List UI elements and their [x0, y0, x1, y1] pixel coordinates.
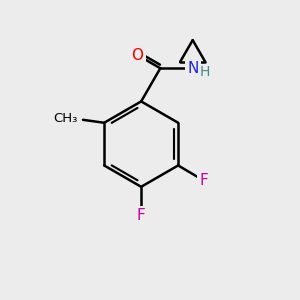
Text: N: N	[187, 61, 198, 76]
Text: F: F	[200, 173, 208, 188]
Text: H: H	[200, 65, 210, 79]
Text: O: O	[131, 47, 143, 62]
Text: F: F	[137, 208, 146, 223]
Text: CH₃: CH₃	[53, 112, 78, 125]
